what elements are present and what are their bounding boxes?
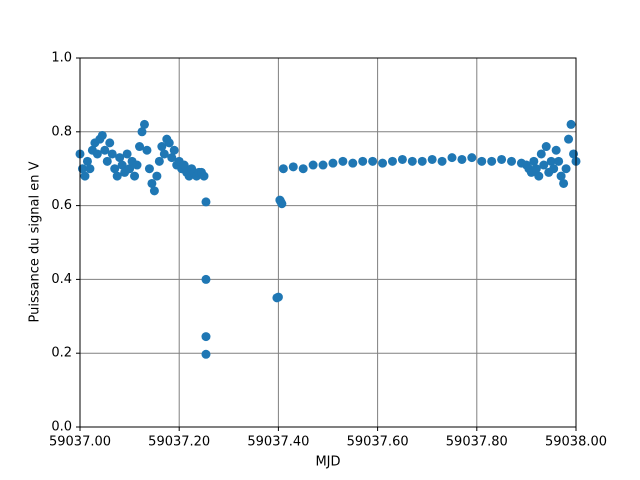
point: [277, 199, 287, 209]
point: [387, 156, 397, 166]
point: [487, 156, 497, 166]
point: [534, 171, 544, 181]
point: [541, 142, 551, 152]
x-tick-label: 59037.60: [347, 435, 409, 450]
point: [97, 130, 107, 140]
point: [477, 156, 487, 166]
x-tick-label: 59037.20: [148, 435, 210, 450]
point: [154, 156, 164, 166]
point: [130, 171, 140, 181]
point: [551, 145, 561, 155]
point: [447, 153, 457, 163]
point: [531, 164, 541, 174]
point: [100, 145, 110, 155]
y-tick-label: 0.0: [51, 420, 72, 435]
point: [368, 156, 378, 166]
y-tick-label: 0.2: [51, 346, 72, 361]
point: [117, 160, 127, 170]
point: [132, 160, 142, 170]
point: [157, 142, 167, 152]
y-tick-label: 0.6: [51, 198, 72, 213]
point: [201, 274, 211, 284]
point: [167, 153, 177, 163]
y-tick-label: 0.4: [51, 272, 72, 287]
point: [564, 134, 574, 144]
point: [529, 156, 539, 166]
point: [85, 164, 95, 174]
point: [107, 149, 117, 159]
point: [427, 154, 437, 164]
point: [147, 178, 157, 188]
point: [278, 164, 288, 174]
point: [144, 164, 154, 174]
x-tick-label: 59037.80: [446, 435, 508, 450]
x-tick-label: 59038.00: [545, 435, 607, 450]
point: [125, 164, 135, 174]
point: [82, 156, 92, 166]
point: [437, 156, 447, 166]
point: [164, 138, 174, 148]
point: [507, 156, 517, 166]
point: [201, 332, 211, 342]
point: [199, 171, 209, 181]
point: [338, 156, 348, 166]
point: [308, 160, 318, 170]
point: [149, 186, 159, 196]
point: [417, 156, 427, 166]
point: [457, 154, 467, 164]
y-tick-label: 0.8: [51, 124, 72, 139]
point: [201, 349, 211, 359]
point: [378, 158, 388, 168]
point: [554, 156, 564, 166]
point: [561, 164, 571, 174]
point: [539, 160, 549, 170]
point: [122, 149, 132, 159]
point: [556, 171, 566, 181]
point: [298, 164, 308, 174]
point: [92, 149, 102, 159]
point: [135, 142, 145, 152]
point: [497, 154, 507, 164]
point: [559, 178, 569, 188]
y-tick-label: 1.0: [51, 51, 72, 66]
point: [102, 156, 112, 166]
x-axis-label: MJD: [315, 455, 340, 470]
point: [159, 149, 169, 159]
point: [139, 119, 149, 129]
point: [112, 171, 122, 181]
point: [152, 171, 162, 181]
point: [397, 154, 407, 164]
point: [407, 156, 417, 166]
plot-frame: [79, 57, 577, 428]
point: [273, 292, 283, 302]
point: [201, 197, 211, 207]
point: [328, 158, 338, 168]
point: [549, 164, 559, 174]
point: [137, 127, 147, 137]
point: [169, 145, 179, 155]
x-tick-label: 59037.40: [247, 435, 309, 450]
point: [80, 171, 90, 181]
y-axis-label: Puissance du signal en V: [28, 161, 43, 322]
point: [105, 138, 115, 148]
x-tick-label: 59037.00: [49, 435, 111, 450]
point: [467, 153, 477, 163]
point: [358, 156, 368, 166]
point: [179, 160, 189, 170]
point: [546, 156, 556, 166]
point: [566, 119, 576, 129]
point: [348, 158, 358, 168]
point: [115, 153, 125, 163]
point: [110, 164, 120, 174]
point: [142, 145, 152, 155]
point: [536, 149, 546, 159]
point: [318, 160, 328, 170]
point: [288, 162, 298, 172]
